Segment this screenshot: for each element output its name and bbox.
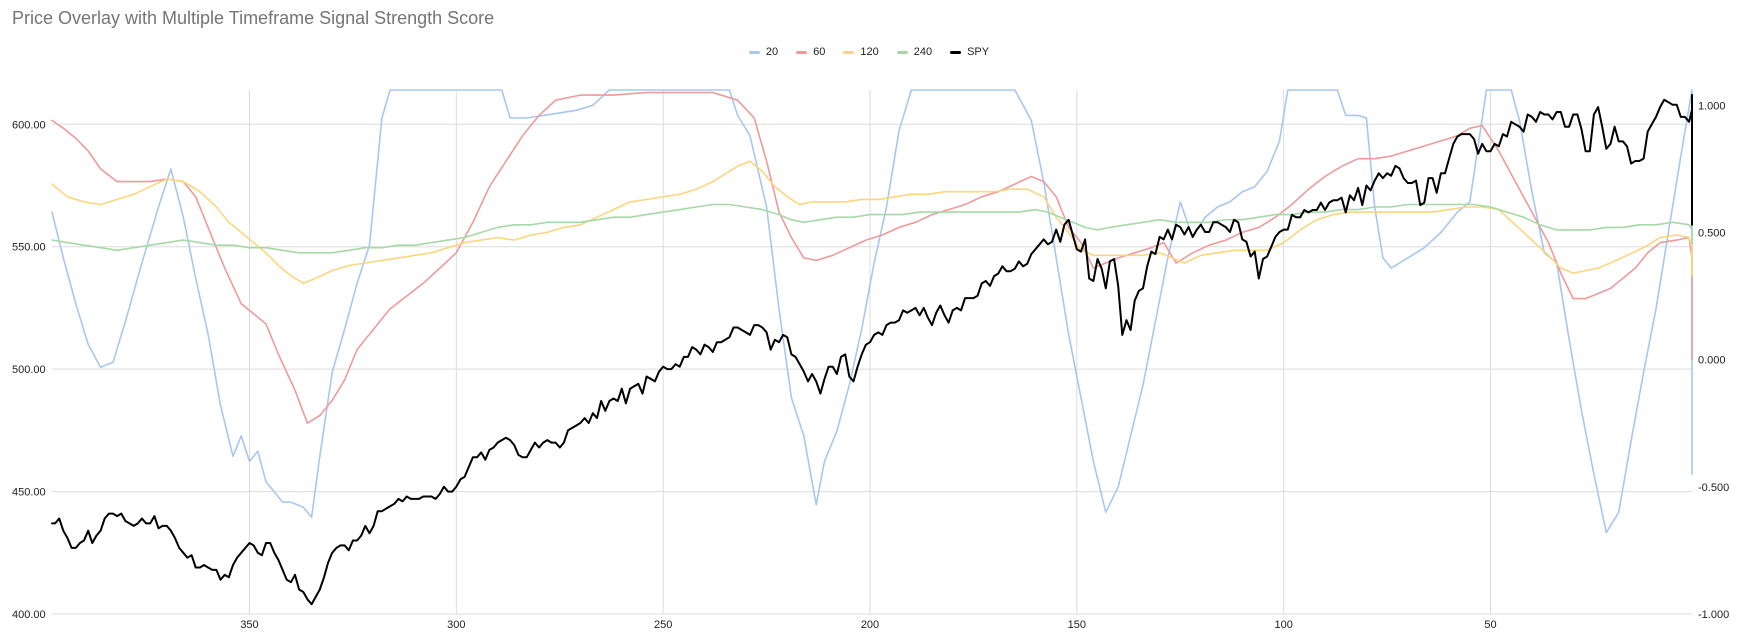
x-tick-label: 150 [1068,619,1086,631]
chart-title: Price Overlay with Multiple Timeframe Si… [12,8,495,28]
y-left-tick-label: 500.00 [12,364,46,376]
y-left-tick-label: 550.00 [12,242,46,254]
legend-swatch-20 [748,50,760,54]
legend-label-spy: SPY [967,46,990,58]
series-line-spy[interactable] [51,93,1693,606]
y-left-tick-label: 450.00 [12,487,46,499]
x-tick-label: 300 [447,619,465,631]
legend-item-20[interactable]: 20 [748,46,779,58]
y-right-tick-label: -1.000 [1698,609,1729,621]
grid-lines [52,90,1692,615]
legend-item-120[interactable]: 120 [843,46,879,58]
chart-legend: 20 60 120 240 SPY [0,46,1738,58]
legend-swatch-60 [796,50,808,54]
legend-label-120: 120 [860,46,879,58]
legend-swatch-spy [950,50,962,54]
series-line-60[interactable] [51,91,1693,424]
series-lines [51,89,1693,606]
x-tick-label: 100 [1274,619,1292,631]
axis-ticks: 400.00 450.00 500.00 550.00 600.00 -1.000 -0.5… [12,100,1729,631]
y-right-tick-label: -0.500 [1698,482,1729,494]
y-left-tick-label: 400.00 [12,609,46,621]
legend-item-60[interactable]: 60 [796,46,825,58]
legend-item-spy[interactable]: SPY [950,46,989,58]
y-left-tick-label: 600.00 [12,119,46,131]
y-right-tick-label: 0.500 [1698,227,1726,239]
legend-item-240[interactable]: 240 [896,46,933,58]
y-right-tick-label: 1.000 [1698,100,1726,112]
legend-label-60: 60 [813,46,826,58]
legend-label-20: 20 [765,46,779,58]
series-line-20[interactable] [51,89,1693,534]
legend-label-240: 240 [913,46,933,58]
series-line-120[interactable] [51,160,1693,285]
x-tick-label: 200 [861,619,879,631]
x-tick-label: 250 [654,619,672,631]
legend-swatch-120 [843,50,855,54]
x-tick-label: 50 [1484,619,1496,631]
y-right-tick-label: 0.000 [1698,355,1726,367]
series-line-240[interactable] [51,203,1693,254]
legend-swatch-240 [896,50,908,54]
x-tick-label: 350 [240,619,258,631]
